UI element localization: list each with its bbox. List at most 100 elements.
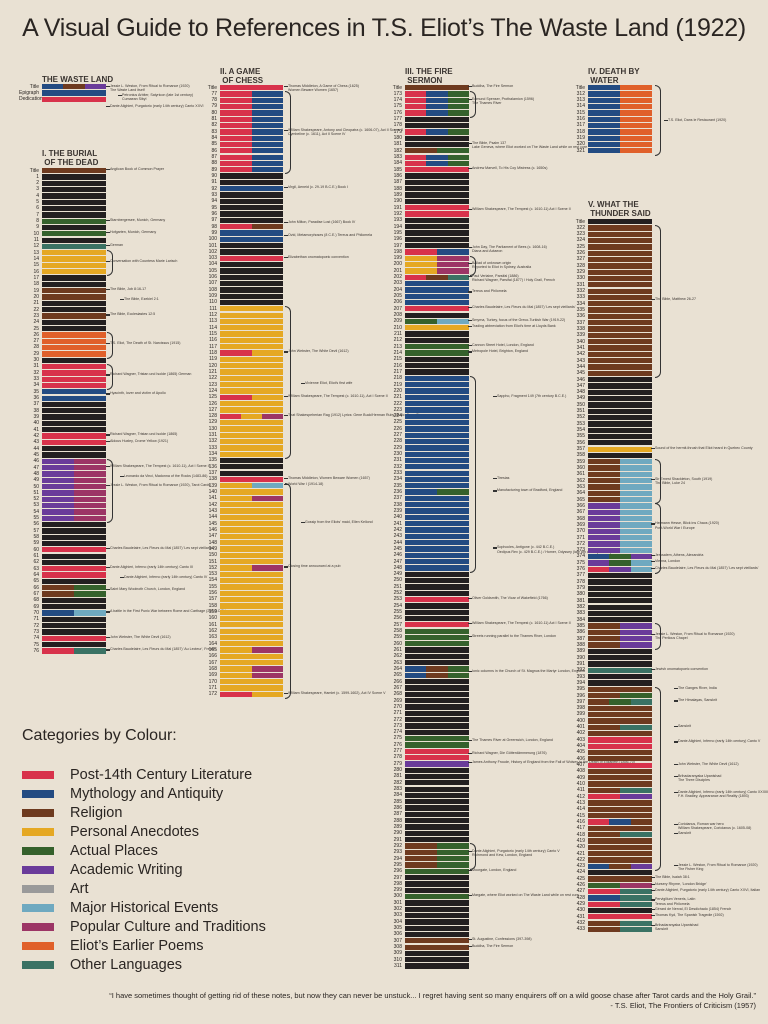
annotation-connector bbox=[301, 383, 305, 385]
line-bar bbox=[42, 446, 106, 452]
line-number: 92 bbox=[211, 185, 217, 192]
line-bar bbox=[588, 129, 652, 135]
line-number: 342 bbox=[576, 351, 585, 358]
line-number: 424 bbox=[576, 869, 585, 876]
line-number: 252 bbox=[393, 590, 402, 597]
line-bar bbox=[42, 452, 106, 458]
line-number: 361 bbox=[576, 471, 585, 478]
line-number: 409 bbox=[576, 774, 585, 781]
line-bar bbox=[220, 552, 283, 558]
line-number: 131 bbox=[208, 432, 217, 439]
annotation-connector bbox=[651, 924, 655, 926]
line-number: 86 bbox=[211, 147, 217, 154]
line-bar bbox=[405, 533, 469, 540]
line-number: 408 bbox=[576, 768, 585, 775]
line-number: 156 bbox=[208, 590, 217, 597]
line-bar bbox=[405, 780, 469, 786]
line-number: 289 bbox=[393, 823, 402, 830]
line-number: 135 bbox=[208, 457, 217, 464]
line-bar bbox=[588, 813, 652, 819]
line-bar bbox=[405, 318, 469, 325]
line-number: 237 bbox=[393, 495, 402, 502]
line-bar bbox=[42, 224, 106, 231]
line-number: 288 bbox=[393, 817, 402, 824]
line-number: 235 bbox=[393, 482, 402, 489]
legend-label: Art bbox=[70, 880, 89, 897]
annotation: James Anthony Froude, History of England… bbox=[472, 760, 635, 765]
line-number: 27 bbox=[33, 338, 39, 345]
line-number: 386 bbox=[576, 629, 585, 636]
line-number: 278 bbox=[393, 754, 402, 761]
line-number: 407 bbox=[576, 762, 585, 769]
line-number: 115 bbox=[209, 330, 217, 337]
annotation: Hyacinth, lover and victim of Apollo bbox=[110, 391, 166, 396]
annotation-connector bbox=[106, 86, 110, 88]
line-bar bbox=[405, 672, 469, 679]
line-bar bbox=[42, 90, 106, 96]
line-number: 181 bbox=[393, 141, 402, 148]
line-bar bbox=[588, 781, 652, 787]
line-number: 378 bbox=[576, 578, 585, 585]
annotation-connector bbox=[284, 187, 288, 189]
legend-label: Eliot’s Earlier Poems bbox=[70, 937, 204, 954]
line-bar bbox=[588, 882, 652, 888]
line-bar bbox=[588, 225, 652, 231]
line-number: 149 bbox=[208, 545, 217, 552]
line-number: 59 bbox=[33, 540, 39, 547]
line-number: 55 bbox=[33, 515, 39, 522]
line-bar bbox=[220, 369, 283, 375]
line-bar bbox=[220, 521, 283, 527]
annotation: John Webster, The White Devil (1612) bbox=[110, 634, 171, 639]
line-bar bbox=[42, 294, 106, 300]
line-number: 41 bbox=[33, 426, 39, 433]
line-bar bbox=[42, 389, 106, 395]
annotation: William Shakespeare, Antony and Cleopatr… bbox=[288, 128, 403, 137]
line-number: 391 bbox=[576, 660, 585, 667]
annotation: Jewish onomatopoeic convention bbox=[655, 666, 708, 671]
brace-connector bbox=[655, 85, 661, 156]
brace-connector bbox=[655, 686, 661, 871]
line-number: 429 bbox=[576, 901, 585, 908]
line-bar bbox=[588, 358, 652, 364]
line-number: 404 bbox=[576, 743, 585, 750]
line-number: 337 bbox=[576, 319, 585, 326]
line-number: 102 bbox=[208, 248, 217, 255]
line-number: 374 bbox=[576, 553, 585, 560]
line-bar bbox=[220, 603, 283, 609]
line-bar bbox=[42, 262, 106, 269]
annotation-connector bbox=[106, 567, 110, 569]
line-number: 160 bbox=[208, 615, 217, 622]
annotation: Sanskrit bbox=[678, 723, 691, 728]
line-bar bbox=[220, 546, 283, 552]
annotation-connector bbox=[468, 894, 472, 897]
line-number: 107 bbox=[208, 280, 217, 287]
annotation: Charles Baudelaire, Les Fleurs du Mal (1… bbox=[110, 546, 214, 551]
line-bar bbox=[42, 427, 106, 433]
line-bar bbox=[405, 363, 469, 369]
annotation: Sanskrit bbox=[678, 831, 691, 836]
line-number: 417 bbox=[576, 825, 585, 832]
line-bar bbox=[220, 344, 283, 350]
line-bar bbox=[588, 711, 652, 718]
line-number: 348 bbox=[576, 389, 585, 396]
annotation: Nursery Rhyme, 'London Bridge' bbox=[655, 881, 707, 886]
line-bar bbox=[42, 635, 106, 641]
line-bar bbox=[405, 754, 469, 761]
line-bar bbox=[405, 312, 469, 318]
line-bar bbox=[405, 893, 469, 900]
line-number: 20 bbox=[33, 293, 39, 300]
line-number: 323 bbox=[576, 231, 585, 238]
line-number: 266 bbox=[393, 678, 402, 685]
line-bar bbox=[405, 249, 469, 255]
annotation-connector bbox=[468, 351, 472, 353]
line-bar bbox=[405, 514, 469, 521]
line-bar bbox=[405, 344, 469, 350]
line-number: 236 bbox=[393, 488, 402, 495]
annotation: Charles Baudelaire, Les Fleurs du Mal (1… bbox=[110, 647, 216, 652]
brace-connector bbox=[285, 483, 291, 700]
annotation: Anglican Book of Common Prayer bbox=[110, 167, 165, 171]
annotation: World War I (1914-18) bbox=[288, 482, 324, 487]
line-number: 271 bbox=[393, 710, 402, 717]
line-bar bbox=[405, 495, 469, 502]
line-bar bbox=[588, 598, 652, 604]
